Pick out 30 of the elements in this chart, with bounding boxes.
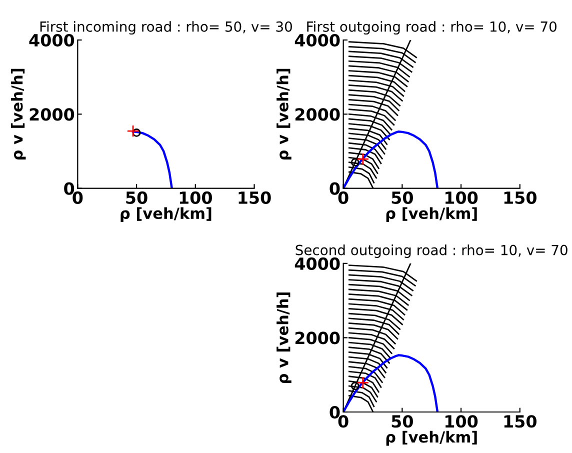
x-tick-label: 50 [392,415,413,428]
y-tick-label: 2000 [295,332,340,344]
x-tick-label: 100 [446,191,478,204]
y-axis-title: ρ v [veh/h] [10,68,26,160]
x-tick-label: 50 [126,191,148,204]
chart-title: Second outgoing road : rho= 10, v= 70 [296,244,568,258]
y-axis-title: ρ v [veh/h] [276,292,292,384]
x-tick-label: 50 [392,191,413,204]
y-tick-label: 0 [330,406,340,419]
x-tick-label: 0 [72,191,83,204]
x-axis-title: ρ [veh/km] [386,430,477,446]
x-tick-label: 150 [238,191,271,204]
y-tick-label: 4000 [29,34,74,47]
x-tick-label: 100 [180,191,212,204]
x-tick-label: 150 [504,191,536,204]
x-axis-title: ρ [veh/km] [120,207,212,222]
x-tick-label: 0 [338,191,348,204]
chart-title: First outgoing road : rho= 10, v= 70 [307,21,556,35]
y-tick-label: 2000 [30,108,74,121]
y-tick-label: 2000 [295,108,340,121]
x-tick-label: 0 [338,415,348,428]
y-tick-label: 0 [330,182,340,195]
y-tick-label: 4000 [294,34,340,47]
chart-title: First incoming road : rho= 50, v= 30 [40,21,292,35]
y-axis-title: ρ v [veh/h] [276,68,292,160]
x-tick-label: 150 [504,415,536,428]
y-tick-label: 4000 [294,257,340,270]
x-tick-label: 100 [446,415,478,428]
y-tick-label: 0 [64,182,74,195]
x-axis-title: ρ [veh/km] [386,207,477,222]
